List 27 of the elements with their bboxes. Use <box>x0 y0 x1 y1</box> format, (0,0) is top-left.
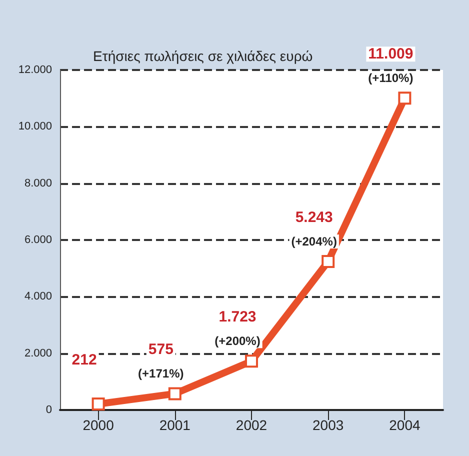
y-tick-label: 0 <box>46 404 52 416</box>
y-tick-label: 10.000 <box>18 120 52 133</box>
y-tick-label: 12.000 <box>18 64 52 76</box>
point <box>168 387 182 400</box>
y-tick-label: 2.000 <box>24 347 52 360</box>
data-label: 5.243 <box>295 208 333 226</box>
point <box>245 354 258 368</box>
data-label: 1.723 <box>218 308 256 326</box>
point <box>322 254 335 268</box>
point <box>92 397 105 410</box>
data-label: 11.009 <box>368 46 414 63</box>
x-tick-label: 2000 <box>82 417 114 433</box>
annotation: (+110%) <box>368 71 414 86</box>
data-label: 212 <box>72 351 97 368</box>
x-tick-label: 2002 <box>236 417 268 433</box>
annotation: (+200%) <box>214 334 260 348</box>
point <box>398 92 412 105</box>
y-tick-label: 6.000 <box>24 234 52 246</box>
x-tick-label: 2003 <box>312 417 344 433</box>
chart-title: Ετήσιες πωλήσεις σε χιλιάδες ευρώ <box>93 48 313 64</box>
data-label: 575 <box>148 341 174 358</box>
y-tick-label: 8.000 <box>24 177 52 190</box>
x-tick-label: 2001 <box>159 417 191 433</box>
y-tick-label: 4.000 <box>24 290 52 303</box>
annotation: (+171%) <box>138 366 184 381</box>
annotation: (+204%) <box>291 234 337 248</box>
x-tick-label: 2004 <box>389 417 420 433</box>
